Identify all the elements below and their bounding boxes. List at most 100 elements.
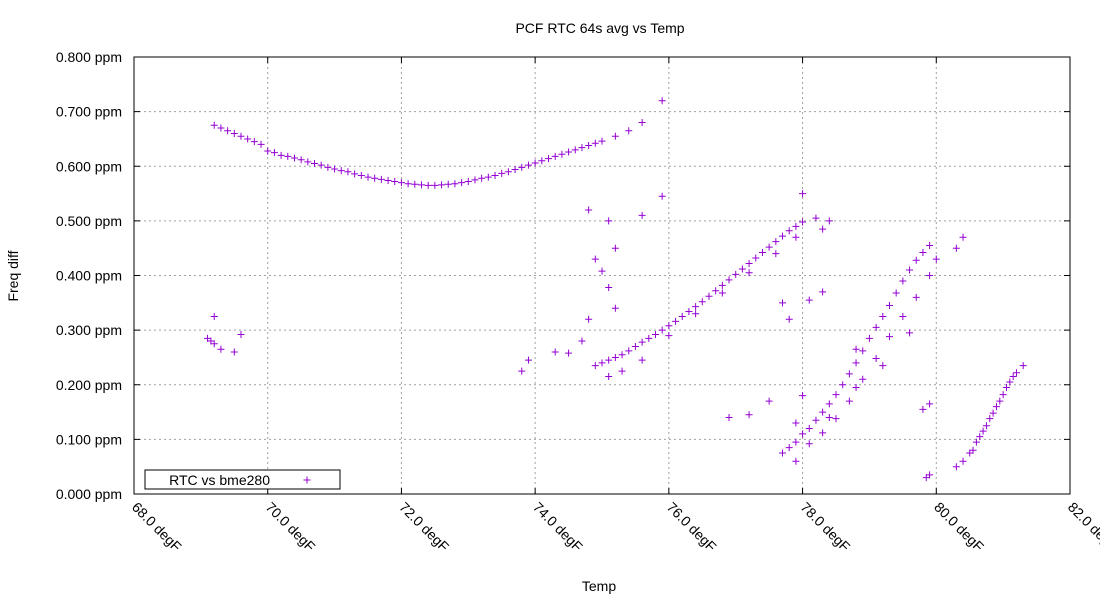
data-point [906, 329, 914, 337]
y-tick-label: 0.800 ppm [56, 49, 122, 65]
data-point [230, 129, 238, 137]
y-tick-label: 0.600 ppm [56, 158, 122, 174]
data-point [718, 289, 726, 297]
data-point [959, 233, 967, 241]
data-point [591, 255, 599, 263]
data-point [825, 217, 833, 225]
data-point [545, 155, 553, 163]
data-point [872, 323, 880, 331]
data-point [919, 405, 927, 413]
data-point [805, 296, 813, 304]
data-point [692, 310, 700, 318]
data-point [779, 299, 787, 307]
data-point [631, 343, 639, 351]
legend-label: RTC vs bme280 [169, 472, 270, 488]
data-point [391, 178, 399, 186]
data-point [250, 138, 258, 146]
data-point [270, 149, 278, 157]
data-point [638, 338, 646, 346]
data-point [865, 334, 873, 342]
data-point [819, 408, 827, 416]
data-point [277, 151, 285, 159]
data-point [384, 176, 392, 184]
data-point [839, 381, 847, 389]
data-point [344, 168, 352, 176]
y-tick-label: 0.400 ppm [56, 268, 122, 284]
data-point [478, 174, 486, 182]
data-point [551, 152, 559, 160]
data-point [638, 119, 646, 127]
data-point [712, 287, 720, 295]
data-point [999, 391, 1007, 399]
data-point [792, 419, 800, 427]
data-point [752, 254, 760, 262]
data-point [852, 345, 860, 353]
data-point [257, 140, 265, 148]
data-point [591, 139, 599, 147]
data-point [558, 150, 566, 158]
data-point [912, 293, 920, 301]
data-point [785, 444, 793, 452]
data-point [605, 373, 613, 381]
data-point [491, 172, 499, 180]
data-point [832, 391, 840, 399]
data-point [996, 397, 1004, 405]
data-point [912, 256, 920, 264]
data-point [651, 330, 659, 338]
data-point [618, 367, 626, 375]
data-point [922, 474, 930, 482]
y-tick-label: 0.200 ppm [56, 377, 122, 393]
data-point [725, 414, 733, 422]
data-point [879, 362, 887, 370]
data-point [906, 266, 914, 274]
data-point [598, 137, 606, 145]
data-point [237, 132, 245, 140]
data-point [678, 312, 686, 320]
gridlines [134, 57, 1070, 494]
data-point [792, 222, 800, 230]
data-point [464, 178, 472, 186]
data-point [825, 414, 833, 422]
data-point [819, 225, 827, 233]
plot-area-border [133, 56, 1071, 495]
data-point [551, 348, 559, 356]
data-point [585, 315, 593, 323]
data-point [451, 180, 459, 188]
data-point [926, 400, 934, 408]
data-point [832, 415, 840, 423]
data-point [799, 190, 807, 198]
data-point [217, 345, 225, 353]
data-point [591, 362, 599, 370]
data-point [638, 211, 646, 219]
data-point [611, 244, 619, 252]
data-point [531, 159, 539, 167]
legend-marker-symbol [303, 476, 311, 484]
data-point [658, 326, 666, 334]
data-point [852, 383, 860, 391]
data-point [799, 430, 807, 438]
chart-title: PCF RTC 64s avg vs Temp [515, 20, 684, 36]
data-point [458, 179, 466, 187]
data-point [792, 457, 800, 465]
data-point [819, 288, 827, 296]
data-point [952, 463, 960, 471]
y-axis-tick-labels: 0.000 ppm 0.100 ppm 0.200 ppm 0.300 ppm 0.40… [56, 49, 122, 502]
data-point [899, 312, 907, 320]
data-point [952, 244, 960, 252]
data-point [598, 359, 606, 367]
data-point [311, 160, 319, 168]
data-point [785, 227, 793, 235]
data-point [1002, 383, 1010, 391]
data-point [738, 265, 746, 273]
data-point [819, 429, 827, 437]
data-point [605, 356, 613, 364]
data-point [959, 457, 967, 465]
data-point [264, 147, 272, 155]
data-point [337, 167, 345, 175]
data-point [598, 267, 606, 275]
x-axis-label: Temp [582, 578, 616, 594]
data-point [331, 165, 339, 173]
data-point [304, 158, 312, 166]
data-point [578, 337, 586, 345]
data-point [692, 303, 700, 311]
